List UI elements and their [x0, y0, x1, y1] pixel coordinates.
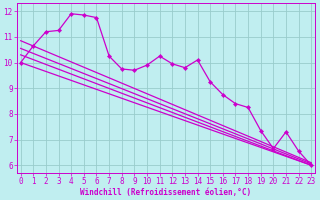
- X-axis label: Windchill (Refroidissement éolien,°C): Windchill (Refroidissement éolien,°C): [80, 188, 252, 197]
